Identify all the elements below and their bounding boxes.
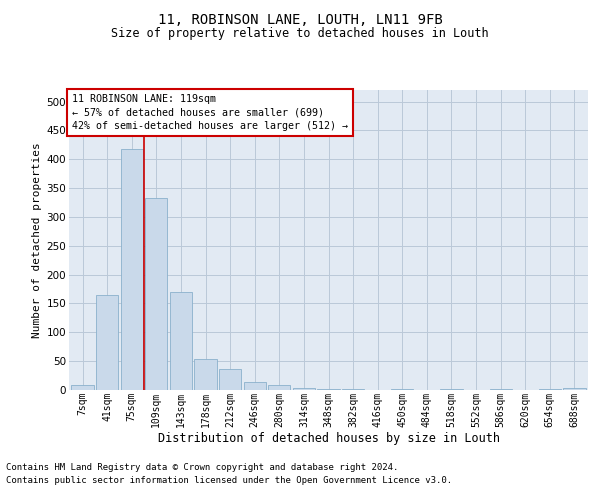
Text: Contains public sector information licensed under the Open Government Licence v3: Contains public sector information licen… [6, 476, 452, 485]
Y-axis label: Number of detached properties: Number of detached properties [32, 142, 43, 338]
Bar [170, 292, 192, 390]
Bar [293, 388, 315, 390]
Bar [268, 386, 290, 390]
Bar [194, 360, 217, 390]
Text: Contains HM Land Registry data © Crown copyright and database right 2024.: Contains HM Land Registry data © Crown c… [6, 464, 398, 472]
Bar [71, 386, 94, 390]
Bar [244, 382, 266, 390]
Text: 11 ROBINSON LANE: 119sqm
← 57% of detached houses are smaller (699)
42% of semi-: 11 ROBINSON LANE: 119sqm ← 57% of detach… [71, 94, 347, 131]
Bar [145, 198, 167, 390]
X-axis label: Distribution of detached houses by size in Louth: Distribution of detached houses by size … [157, 432, 499, 445]
Text: Size of property relative to detached houses in Louth: Size of property relative to detached ho… [111, 28, 489, 40]
Bar [121, 149, 143, 390]
Bar [490, 389, 512, 390]
Bar [563, 388, 586, 390]
Text: 11, ROBINSON LANE, LOUTH, LN11 9FB: 11, ROBINSON LANE, LOUTH, LN11 9FB [158, 12, 442, 26]
Bar [96, 295, 118, 390]
Bar [219, 368, 241, 390]
